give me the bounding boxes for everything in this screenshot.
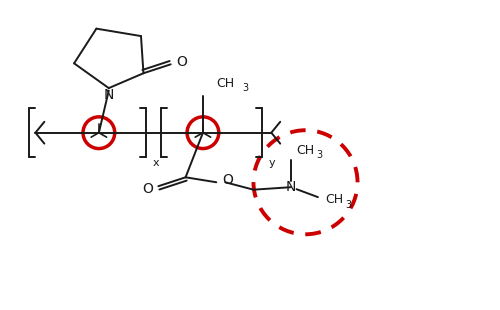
Text: CH: CH [296, 144, 314, 157]
Text: N: N [104, 87, 114, 102]
Text: CH: CH [216, 77, 234, 90]
Text: x: x [152, 158, 159, 168]
Text: O: O [176, 55, 187, 69]
Text: 3: 3 [242, 83, 248, 93]
Text: N: N [286, 180, 296, 194]
Text: O: O [222, 173, 232, 187]
Text: O: O [142, 182, 153, 196]
Text: 3: 3 [316, 150, 322, 160]
Text: CH: CH [326, 193, 344, 206]
Text: 3: 3 [345, 200, 352, 210]
Text: y: y [269, 158, 276, 168]
